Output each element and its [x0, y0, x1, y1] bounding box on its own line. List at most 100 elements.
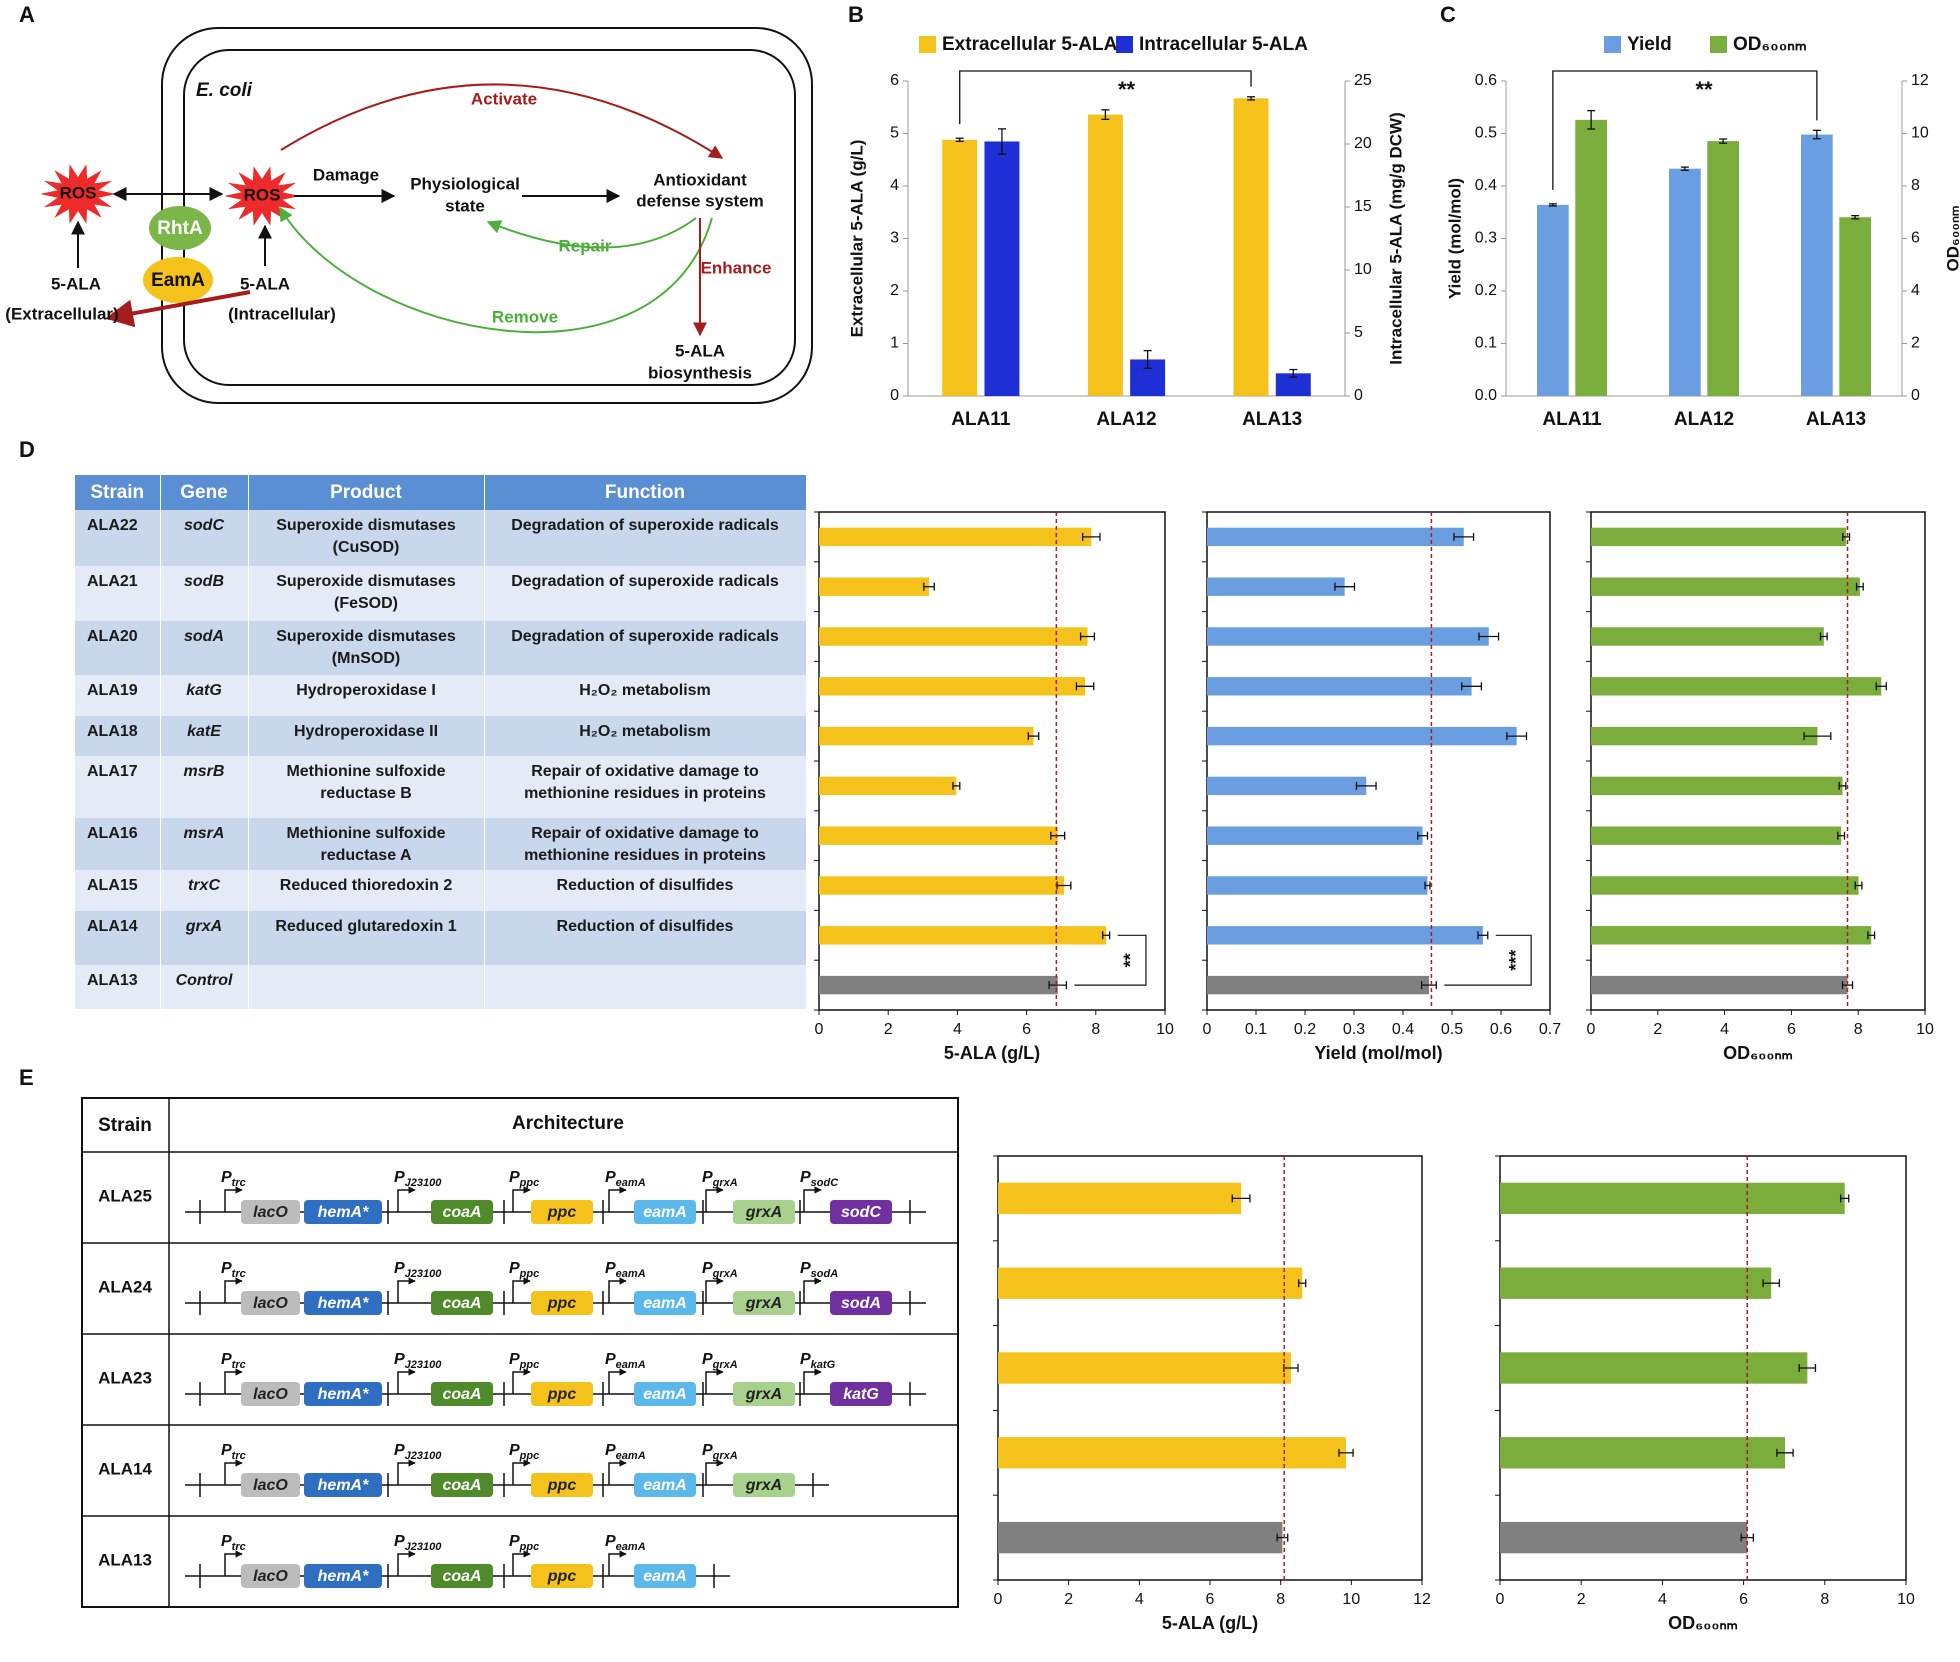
table-cell: Repair of oxidative damage to methionine… [484, 756, 807, 818]
gene-box [830, 1200, 892, 1224]
promoter-label: PJ23100 [394, 1533, 442, 1553]
bar [1591, 926, 1872, 945]
promoter-label: PsodC [800, 1169, 839, 1189]
gene-label: ppc [547, 1477, 577, 1494]
header-cell: Architecture [512, 1113, 624, 1134]
bar [1591, 577, 1860, 596]
table-cell: sodA [160, 621, 249, 675]
table-cell: ALA19 [75, 675, 161, 716]
table-cell [484, 965, 807, 1009]
promoter-name: grxA [712, 1177, 738, 1189]
table-cell: Superoxide dismutases (MnSOD) [248, 621, 485, 675]
node-label: Physiological [410, 174, 520, 193]
header-cell: Product [248, 475, 485, 510]
table-row: ALA20 sodA Superoxide dismutases (MnSOD) De… [75, 621, 807, 675]
promoter-label: Pppc [509, 1169, 539, 1189]
x-tick-label: 10 [1916, 1021, 1934, 1038]
bar [1537, 204, 1569, 396]
promoter-label: PJ23100 [394, 1442, 442, 1462]
y-tick-label: 0.5 [1475, 125, 1497, 142]
table-cell: msrA [160, 818, 249, 870]
gene-label: eamA [643, 1477, 687, 1494]
x-tick-label: 8 [1854, 1021, 1863, 1038]
gene-box [431, 1473, 493, 1497]
x-tick-label: 6 [1787, 1021, 1796, 1038]
y-tick-label: 0.6 [1475, 72, 1497, 89]
gene-label: hemA* [318, 1568, 369, 1585]
bar [819, 776, 957, 796]
table-cell: ALA16 [75, 818, 161, 870]
table-cell: Hydroperoxidase I [248, 675, 485, 716]
promoter-label: PeamA [605, 1260, 646, 1280]
legend-swatch [1116, 36, 1133, 53]
significance-label: ** [1118, 77, 1136, 102]
node-label: (Extracellular) [5, 304, 118, 323]
x-tick-label: 2 [1653, 1021, 1662, 1038]
gene-box [304, 1473, 382, 1497]
y-tick-label: 0.3 [1475, 230, 1497, 247]
table-cell: ALA14 [75, 911, 161, 965]
gene-box [531, 1382, 593, 1406]
gene-label: hemA* [318, 1477, 369, 1494]
y-tick-label: 25 [1354, 72, 1372, 89]
bar [1591, 876, 1859, 895]
x-tick-label: ALA13 [1242, 409, 1302, 430]
x-tick-label: 0.7 [1539, 1021, 1561, 1038]
gene-box [733, 1291, 795, 1315]
bar [1207, 527, 1464, 547]
x-tick-label: ALA11 [1542, 409, 1602, 430]
gene-box [431, 1564, 493, 1588]
promoter-name: grxA [712, 1450, 738, 1462]
table-cell: H₂O₂ metabolism [484, 675, 807, 716]
table-cell: ALA18 [75, 716, 161, 756]
node-label: defense system [636, 191, 764, 210]
bar [819, 627, 1088, 646]
table-cell: ALA15 [75, 870, 161, 911]
gene-box [241, 1291, 300, 1315]
bar [819, 926, 1107, 945]
promoter-label: Pppc [509, 1442, 539, 1462]
y2-axis-title: Intracellular 5-ALA (mg/g DCW) [1386, 112, 1405, 365]
x-tick-label: 6 [1739, 1591, 1748, 1608]
bar [1591, 776, 1843, 796]
significance-bracket [1074, 934, 1147, 986]
promoter-label: Ptrc [221, 1169, 246, 1189]
table-cell: grxA [160, 911, 249, 965]
promoter-arrow [705, 1368, 724, 1394]
gene-box [733, 1473, 795, 1497]
node-label: 5-ALA [240, 274, 290, 293]
y-tick-label: 12 [1911, 72, 1929, 89]
bar [1591, 975, 1848, 995]
remove-arrow [279, 206, 713, 334]
gene-box [634, 1200, 696, 1224]
eama-label: EamA [151, 270, 205, 291]
bar [819, 677, 1086, 696]
table-row: ALA16 msrA Methionine sulfoxide reductase … [75, 818, 807, 870]
gene-label: lacO [253, 1568, 288, 1585]
bar [1591, 677, 1882, 696]
legend-label: Extracellular 5-ALA [942, 34, 1118, 55]
bar [1087, 114, 1123, 396]
header-cell: Strain [75, 475, 161, 510]
x-tick-label: 0 [1496, 1591, 1505, 1608]
gene-box [733, 1382, 795, 1406]
bar [998, 1182, 1242, 1215]
gene-box [531, 1564, 593, 1588]
promoter-name: eamA [616, 1268, 646, 1280]
strain-label: ALA14 [98, 1459, 152, 1478]
gene-label: eamA [643, 1295, 687, 1312]
bar [1669, 168, 1701, 396]
gene-box [431, 1382, 493, 1406]
promoter-name: ppc [519, 1359, 540, 1371]
promoter-arrow [397, 1277, 416, 1303]
promoter-arrow [512, 1550, 531, 1576]
node-label: Antioxidant [653, 170, 747, 189]
x-tick-label: 0.5 [1441, 1021, 1463, 1038]
promoter-arrow [397, 1459, 416, 1485]
gene-label: katG [843, 1386, 879, 1403]
enhance-label: Enhance [701, 258, 772, 277]
significance-bracket [1444, 934, 1532, 986]
y-tick-label: 5 [1354, 324, 1363, 341]
node-label: biosynthesis [648, 363, 752, 382]
gene-label: sodC [841, 1204, 881, 1221]
